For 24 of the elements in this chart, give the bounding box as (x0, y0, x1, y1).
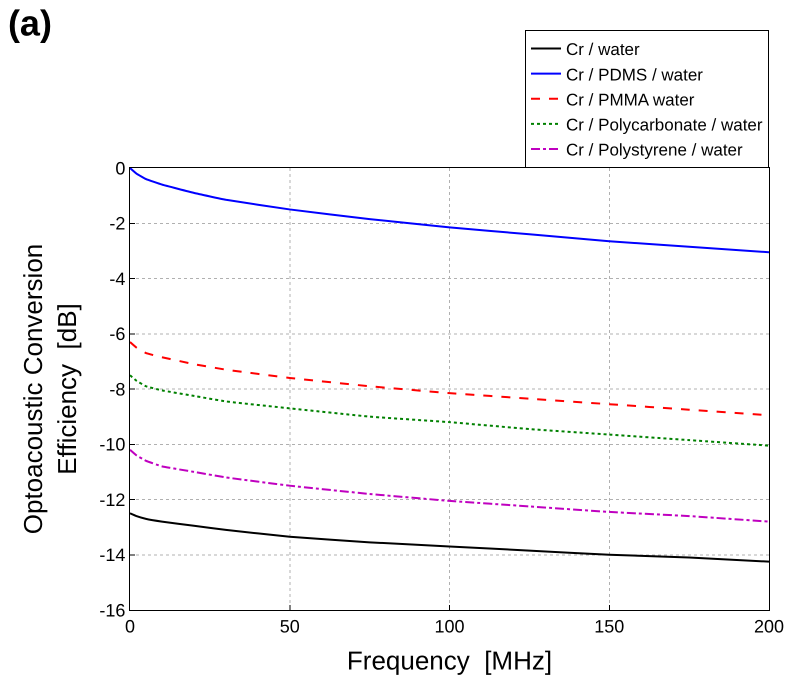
x-tick-label: 150 (594, 616, 624, 637)
y-tick-label: -16 (99, 600, 126, 620)
legend-label: Cr / PDMS / water (566, 65, 704, 84)
x-axis-title: Frequency [MHz] (346, 645, 552, 676)
x-tick-label: 50 (280, 616, 300, 637)
y-axis-title: Optoacoustic Conversion Efficiency [dB] (18, 244, 82, 534)
y-tick-label: 0 (115, 158, 126, 178)
line-series (130, 374, 769, 447)
y-tick-label: -14 (99, 545, 126, 566)
legend-label: Cr / Polycarbonate / water (566, 115, 763, 134)
legend-label: Cr / Polystyrene / water (566, 140, 744, 160)
legend-label: Cr / PMMA water (566, 90, 695, 110)
y-tick-label: -8 (109, 379, 126, 400)
x-tick-label: 200 (754, 616, 784, 637)
x-tick-label: 100 (434, 616, 465, 637)
line-series (130, 448, 769, 523)
line-series (130, 168, 769, 254)
chart-title: (a) (8, 2, 52, 44)
y-tick-label: -4 (109, 268, 126, 289)
y-tick-label: -12 (99, 490, 126, 510)
y-tick-label: -2 (109, 214, 126, 234)
y-tick-label: -6 (109, 324, 126, 344)
legend-label: Cr / water (566, 40, 640, 60)
y-tick-label: -10 (99, 434, 126, 455)
